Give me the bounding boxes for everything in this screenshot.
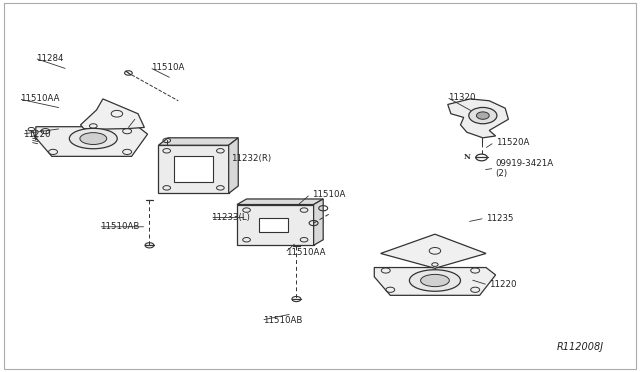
- Polygon shape: [228, 138, 238, 193]
- Text: 11235: 11235: [486, 214, 513, 223]
- Text: 11510AA: 11510AA: [286, 248, 326, 257]
- Circle shape: [90, 137, 97, 140]
- Polygon shape: [237, 199, 323, 205]
- Text: 11510AB: 11510AB: [100, 222, 139, 231]
- Polygon shape: [159, 138, 238, 145]
- Ellipse shape: [420, 275, 449, 286]
- Polygon shape: [174, 156, 212, 182]
- Ellipse shape: [410, 270, 461, 291]
- Polygon shape: [159, 145, 228, 193]
- Ellipse shape: [80, 133, 107, 144]
- Text: 11510AA: 11510AA: [20, 94, 60, 103]
- Text: N: N: [464, 154, 471, 161]
- Text: R112008J: R112008J: [556, 342, 604, 352]
- Text: 11520A: 11520A: [495, 138, 529, 147]
- Text: 11233(L): 11233(L): [211, 213, 250, 222]
- Polygon shape: [381, 234, 486, 268]
- Text: 11510A: 11510A: [151, 63, 184, 72]
- Circle shape: [431, 278, 439, 283]
- Text: 11510A: 11510A: [312, 190, 345, 199]
- Text: 11510AB: 11510AB: [262, 316, 302, 325]
- Text: 11220: 11220: [23, 129, 51, 139]
- Polygon shape: [81, 99, 145, 129]
- Polygon shape: [314, 199, 323, 245]
- Circle shape: [476, 112, 489, 119]
- Polygon shape: [448, 99, 508, 138]
- Text: 11284: 11284: [36, 54, 63, 62]
- Polygon shape: [259, 218, 288, 232]
- Text: 11232(R): 11232(R): [230, 154, 271, 163]
- Ellipse shape: [69, 128, 117, 149]
- Polygon shape: [36, 127, 148, 156]
- Text: 09919-3421A
(2): 09919-3421A (2): [495, 158, 554, 178]
- Circle shape: [468, 108, 497, 124]
- Text: 11320: 11320: [448, 93, 476, 102]
- Text: 11220: 11220: [489, 280, 516, 289]
- Polygon shape: [237, 205, 314, 245]
- Polygon shape: [374, 267, 495, 295]
